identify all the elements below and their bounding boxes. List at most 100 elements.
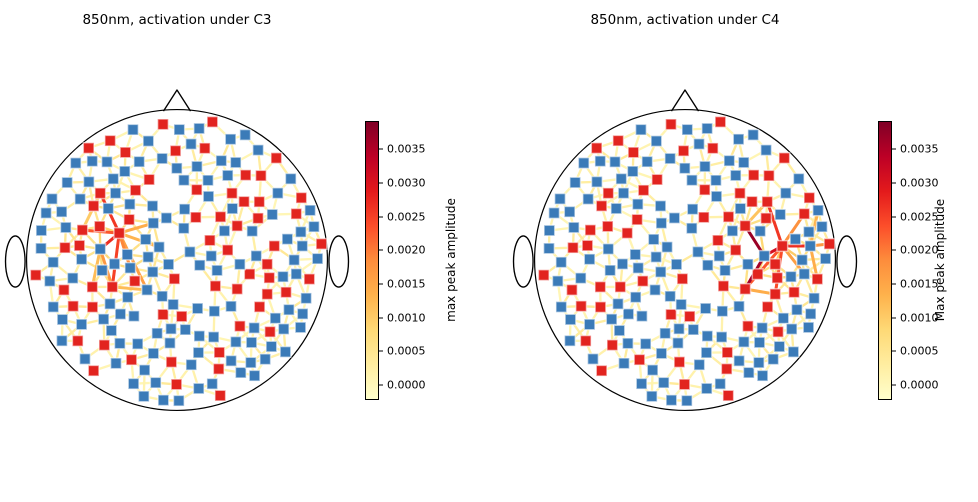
detector-marker: [616, 257, 629, 271]
source-marker: [741, 320, 755, 333]
tick-label: 0.0010: [387, 311, 426, 325]
source-marker: [94, 187, 107, 200]
detector-marker: [819, 252, 832, 265]
colorbar-gradient: [878, 121, 892, 400]
tick-mark: [379, 384, 383, 386]
detector-marker: [655, 217, 668, 230]
colorbar-tick: 0.0025: [379, 211, 426, 222]
colorbar-tick: 0.0000: [379, 380, 426, 391]
detector-marker: [153, 240, 166, 254]
detector-marker: [646, 364, 659, 377]
tick-label: 0.0025: [900, 210, 939, 224]
detector-marker: [97, 313, 110, 326]
tick-mark: [379, 350, 383, 352]
detector-marker: [756, 321, 769, 335]
detector-marker: [294, 321, 307, 334]
detector-marker: [55, 334, 69, 347]
source-marker: [231, 282, 244, 296]
detector-marker: [715, 330, 728, 344]
activation-channel-line: [117, 232, 149, 291]
colorbar-tick: 0.0035: [379, 144, 426, 155]
tick-label: 0.0005: [900, 344, 939, 358]
detector-marker: [279, 345, 292, 358]
detector-marker: [718, 264, 732, 277]
source-marker: [575, 300, 588, 313]
detector-marker: [123, 198, 136, 211]
colorbar-ticks: 0.0035 0.0030 0.0025 0.0020 0.0015 0.0010 0.00…: [892, 121, 962, 400]
detector-marker: [201, 174, 215, 187]
detector-marker: [192, 382, 205, 395]
source-marker: [251, 212, 265, 225]
detector-marker: [248, 321, 261, 335]
detector-marker: [785, 322, 798, 336]
detector-marker: [632, 261, 645, 275]
detector-marker: [131, 337, 144, 350]
detector-marker: [114, 307, 127, 321]
source-marker: [165, 355, 178, 369]
detector-marker: [583, 253, 596, 266]
tick-label: 0.0000: [900, 378, 939, 392]
detector-marker: [47, 300, 60, 314]
detector-marker: [179, 323, 192, 336]
detector-marker: [555, 300, 568, 314]
detector-marker: [680, 394, 693, 407]
detector-marker: [773, 340, 786, 353]
detector-marker: [635, 377, 648, 390]
tick-mark: [892, 350, 896, 352]
detector-marker: [271, 187, 284, 200]
source-marker: [633, 353, 646, 366]
detector-marker: [121, 291, 134, 304]
source-marker: [98, 339, 111, 352]
source-marker: [602, 187, 615, 200]
detector-marker: [146, 199, 159, 213]
detector-marker: [156, 290, 169, 303]
source-marker: [254, 169, 268, 182]
detector-marker: [66, 272, 79, 285]
detector-marker: [146, 265, 159, 279]
source-marker: [637, 184, 650, 197]
detector-marker: [553, 192, 567, 205]
detector-marker: [162, 258, 175, 271]
colorbar-c4: 0.0035 0.0030 0.0025 0.0020 0.0015 0.0010 0.00…: [878, 121, 939, 400]
source-marker: [651, 173, 664, 186]
source-marker: [614, 280, 627, 294]
detector-marker: [59, 221, 72, 234]
source-marker: [706, 142, 719, 155]
detector-marker: [659, 327, 672, 340]
detector-marker: [733, 354, 746, 367]
detector-marker: [700, 382, 713, 395]
detector-marker: [172, 394, 185, 407]
detector-marker: [710, 190, 723, 203]
detector-marker: [701, 122, 714, 135]
detector-marker: [693, 358, 706, 371]
source-marker: [769, 288, 782, 301]
activation-channel-line: [744, 245, 784, 291]
tick-label: 0.0025: [387, 210, 426, 224]
detector-marker: [754, 225, 767, 238]
detector-marker: [193, 259, 206, 272]
detector-marker: [789, 233, 802, 246]
detector-marker: [109, 187, 122, 200]
detector-marker: [629, 291, 642, 304]
source-marker: [123, 213, 136, 226]
tick-label: 0.0035: [900, 142, 939, 156]
colorbar-tick: 0.0030: [892, 178, 939, 189]
source-marker: [86, 280, 99, 294]
detector-marker: [147, 217, 160, 230]
source-marker: [73, 239, 86, 252]
colorbar-tick: 0.0000: [892, 380, 939, 391]
source-marker: [189, 211, 202, 224]
detector-marker: [631, 198, 644, 211]
detector-marker: [147, 347, 160, 360]
detector-marker: [685, 174, 699, 187]
colorbar-tick: 0.0005: [379, 346, 426, 357]
detector-marker: [678, 162, 691, 175]
detector-marker: [698, 160, 712, 173]
detector-marker: [266, 208, 279, 221]
detector-marker: [774, 208, 787, 221]
source-marker: [87, 199, 100, 213]
detector-marker: [787, 345, 800, 358]
source-marker: [231, 219, 244, 232]
tick-label: 0.0030: [900, 176, 939, 190]
